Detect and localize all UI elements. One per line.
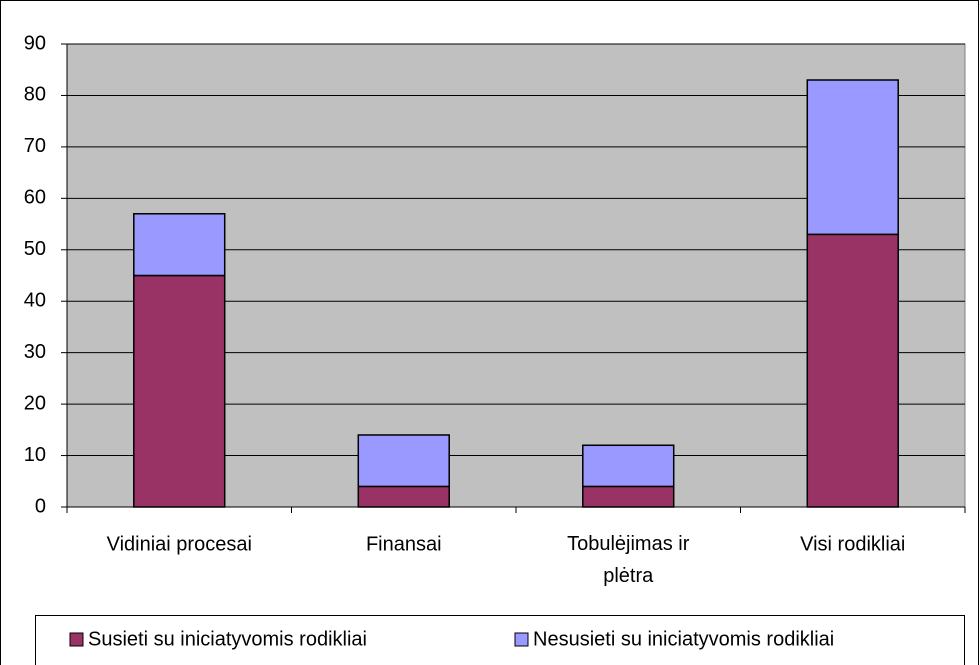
y-tick-label: 80	[24, 84, 46, 106]
x-tick-label-line: Tobulėjimas ir	[567, 533, 690, 555]
bar-segment	[582, 444, 675, 488]
y-tick-label: 70	[24, 135, 46, 157]
y-tick-label: 0	[35, 495, 46, 517]
legend-label: Susieti su iniciatyvomis rodikliai	[88, 628, 367, 650]
x-tick-label-line: plėtra	[603, 565, 654, 587]
bar-segment	[806, 233, 899, 508]
bar-segment	[133, 213, 226, 277]
x-tick-label: Finansai	[366, 533, 442, 555]
y-tick-label: 60	[24, 187, 46, 209]
x-tick-label: Visi rodikliai	[800, 533, 905, 555]
legend-box	[35, 615, 965, 665]
bar-segment	[582, 485, 675, 508]
x-tick-label: Tobulėjimas ir plėtra	[567, 533, 690, 587]
legend-label: Nesusieti su iniciatyvomis rodikliai	[533, 628, 834, 650]
bar-segment	[357, 434, 450, 488]
legend-swatch	[69, 632, 84, 647]
y-tick-label: 40	[24, 290, 46, 312]
y-tick-label: 30	[24, 341, 46, 363]
y-tick-label: 20	[24, 392, 46, 414]
y-tick-label: 10	[24, 444, 46, 466]
y-tick-label: 90	[24, 32, 46, 54]
bar-segment	[806, 79, 899, 236]
y-tick-label: 50	[24, 238, 46, 260]
bar-segment	[357, 485, 450, 508]
x-tick-label: Vidiniai procesai	[107, 533, 252, 555]
legend-swatch	[514, 632, 529, 647]
bar-segment	[133, 274, 226, 508]
